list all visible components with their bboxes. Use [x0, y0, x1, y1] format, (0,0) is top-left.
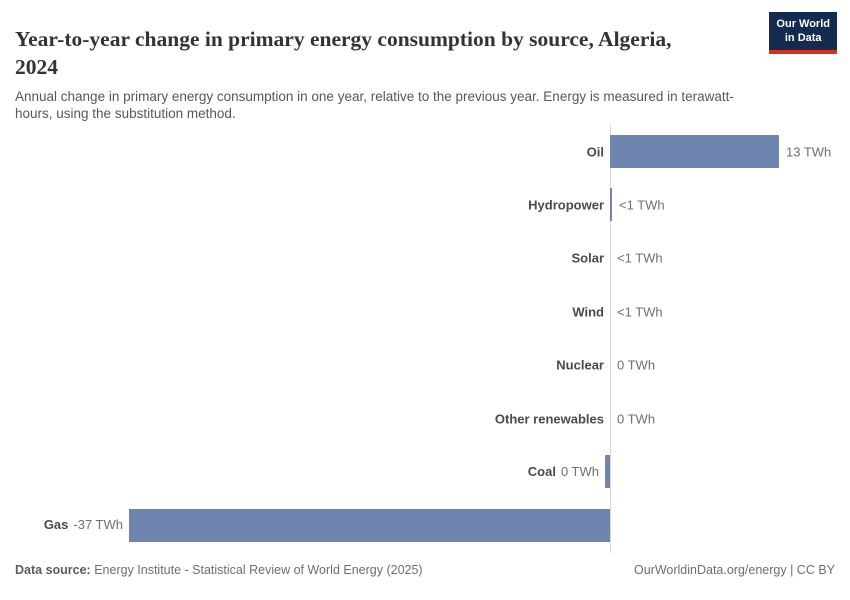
bar-hydropower[interactable]: [610, 188, 612, 222]
category-label-gas: Gas: [43, 517, 69, 533]
value-label-gas: -37 TWh: [73, 517, 123, 533]
chart-row-gas: Gas -37 TWh: [0, 499, 850, 552]
label-group-gas: Gas -37 TWh: [44, 516, 123, 534]
bar-gas[interactable]: [129, 508, 610, 542]
chart-row-coal: Coal 0 TWh: [0, 445, 850, 498]
data-source-text: Energy Institute - Statistical Review of…: [90, 563, 423, 577]
chart-row-other-renewables: Other renewables 0 TWh: [0, 392, 850, 445]
chart-row-nuclear: Nuclear 0 TWh: [0, 339, 850, 392]
chart-row-hydropower: Hydropower <1 TWh: [0, 178, 850, 231]
owid-credit-link[interactable]: OurWorldinData.org/energy | CC BY: [633, 563, 835, 577]
owid-logo-line1: Our World: [776, 18, 830, 30]
category-label-wind: Wind: [572, 304, 604, 320]
owid-logo: Our World in Data: [769, 12, 837, 54]
label-group-coal: Coal 0 TWh: [528, 463, 599, 481]
category-label-oil: Oil: [586, 144, 604, 160]
category-label-solar: Solar: [571, 250, 604, 266]
chart-row-wind: Wind <1 TWh: [0, 285, 850, 338]
chart-row-solar: Solar <1 TWh: [0, 232, 850, 285]
value-label-wind: <1 TWh: [617, 304, 663, 320]
zero-axis-line: [609, 125, 611, 553]
chart-footer: Data source: Energy Institute - Statisti…: [15, 563, 835, 577]
value-label-oil: 13 TWh: [786, 144, 832, 160]
category-label-hydropower: Hydropower: [528, 197, 604, 213]
category-label-coal: Coal: [527, 464, 556, 480]
bar-coal[interactable]: [605, 455, 610, 489]
value-label-solar: <1 TWh: [617, 250, 663, 266]
bar-oil[interactable]: [610, 135, 779, 168]
bar-chart: Oil 13 TWh Hydropower <1 TWh Solar <1 TWh Wind…: [0, 125, 850, 553]
value-label-other-renewables: 0 TWh: [617, 411, 656, 427]
chart-title: Year-to-year change in primary energy co…: [15, 27, 672, 79]
chart-row-oil: Oil 13 TWh: [0, 125, 850, 178]
category-label-other-renewables: Other renewables: [494, 411, 604, 427]
value-label-hydropower: <1 TWh: [619, 197, 665, 213]
chart-subtitle: Annual change in primary energy consumpt…: [15, 88, 734, 122]
data-source-label: Data source:: [15, 563, 91, 577]
value-label-nuclear: 0 TWh: [617, 357, 656, 373]
value-label-coal: 0 TWh: [560, 464, 599, 480]
category-label-nuclear: Nuclear: [556, 357, 604, 373]
owid-logo-line2: in Data: [784, 31, 822, 44]
